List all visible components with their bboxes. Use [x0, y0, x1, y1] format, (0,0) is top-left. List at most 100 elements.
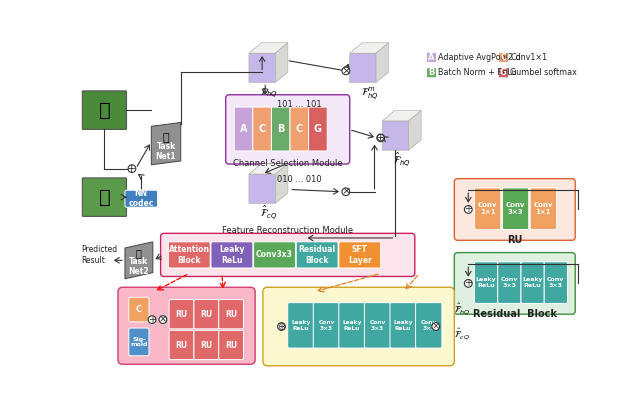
FancyBboxPatch shape	[358, 46, 385, 76]
Text: Conv
1×1: Conv 1×1	[478, 202, 497, 215]
FancyBboxPatch shape	[260, 44, 287, 73]
Text: Feature Reconstruction Module: Feature Reconstruction Module	[222, 226, 353, 235]
Text: RU: RU	[200, 340, 212, 349]
Circle shape	[128, 165, 136, 173]
Text: Leaky
ReLu: Leaky ReLu	[394, 320, 413, 331]
FancyBboxPatch shape	[260, 165, 287, 194]
FancyBboxPatch shape	[253, 50, 280, 79]
Text: B: B	[277, 124, 284, 134]
Text: Task
Net2: Task Net2	[129, 257, 149, 276]
Text: C: C	[259, 124, 266, 134]
Text: Batch Norm + ReLu: Batch Norm + ReLu	[438, 68, 517, 77]
Text: 🔒: 🔒	[136, 248, 142, 259]
Circle shape	[159, 316, 167, 323]
Text: Residual
Block: Residual Block	[299, 245, 336, 265]
FancyBboxPatch shape	[389, 115, 415, 144]
Text: RU: RU	[175, 310, 188, 319]
Polygon shape	[408, 111, 421, 150]
Text: Conv
3×3: Conv 3×3	[547, 277, 564, 288]
Text: $\hat{\mathcal{F}}_{hQ}$: $\hat{\mathcal{F}}_{hQ}$	[454, 301, 470, 316]
FancyBboxPatch shape	[387, 118, 413, 147]
FancyBboxPatch shape	[364, 302, 391, 348]
FancyBboxPatch shape	[118, 287, 255, 364]
Polygon shape	[275, 43, 288, 83]
Text: +: +	[127, 164, 136, 174]
Text: 🐐: 🐐	[99, 188, 110, 207]
FancyBboxPatch shape	[271, 107, 290, 151]
Text: Adaptive AvgPool2 d: Adaptive AvgPool2 d	[438, 53, 521, 62]
FancyBboxPatch shape	[498, 262, 521, 303]
FancyBboxPatch shape	[544, 262, 568, 303]
FancyBboxPatch shape	[257, 167, 284, 196]
FancyBboxPatch shape	[474, 262, 498, 303]
FancyBboxPatch shape	[426, 68, 436, 78]
Text: Conv1×1: Conv1×1	[510, 53, 547, 62]
FancyBboxPatch shape	[255, 48, 281, 78]
FancyBboxPatch shape	[356, 47, 383, 77]
FancyBboxPatch shape	[288, 302, 314, 348]
FancyBboxPatch shape	[290, 107, 308, 151]
FancyBboxPatch shape	[252, 172, 278, 201]
FancyBboxPatch shape	[129, 297, 149, 322]
Circle shape	[465, 206, 472, 213]
Polygon shape	[249, 164, 288, 174]
Circle shape	[342, 67, 349, 75]
FancyBboxPatch shape	[353, 51, 379, 80]
FancyBboxPatch shape	[253, 171, 280, 200]
Text: Conv
1×1: Conv 1×1	[534, 202, 553, 215]
Text: Leaky
ReLu: Leaky ReLu	[291, 320, 310, 331]
FancyBboxPatch shape	[390, 302, 417, 348]
FancyBboxPatch shape	[531, 188, 557, 229]
Text: Conv3x3: Conv3x3	[256, 250, 293, 259]
Polygon shape	[376, 43, 388, 83]
Circle shape	[278, 323, 285, 330]
Text: Conv
3×3: Conv 3×3	[369, 320, 386, 331]
Text: ×: ×	[341, 66, 351, 76]
FancyBboxPatch shape	[454, 179, 575, 240]
Text: 101 ... 101: 101 ... 101	[277, 100, 322, 109]
Text: Gumbel softmax: Gumbel softmax	[510, 68, 577, 77]
FancyBboxPatch shape	[219, 300, 244, 329]
Text: +: +	[464, 278, 472, 289]
FancyBboxPatch shape	[250, 173, 276, 202]
FancyBboxPatch shape	[382, 121, 408, 150]
FancyBboxPatch shape	[249, 174, 275, 203]
Text: Conv
3×3: Conv 3×3	[506, 202, 525, 215]
FancyBboxPatch shape	[355, 48, 381, 78]
Text: $\hat{\mathcal{F}}_{cQ}$: $\hat{\mathcal{F}}_{cQ}$	[454, 326, 470, 342]
Text: ⊕: ⊕	[376, 133, 385, 143]
FancyBboxPatch shape	[308, 107, 327, 151]
FancyBboxPatch shape	[354, 50, 380, 79]
Text: 010 ... 010: 010 ... 010	[277, 175, 322, 184]
Text: Task
Net1: Task Net1	[156, 142, 177, 162]
FancyBboxPatch shape	[234, 107, 253, 151]
FancyBboxPatch shape	[383, 120, 410, 149]
FancyBboxPatch shape	[474, 188, 501, 229]
FancyBboxPatch shape	[256, 47, 282, 77]
Circle shape	[465, 279, 472, 287]
Text: Conv
3×3: Conv 3×3	[500, 277, 518, 288]
Polygon shape	[349, 43, 388, 53]
FancyBboxPatch shape	[161, 233, 415, 277]
Text: Conv
3×3: Conv 3×3	[420, 320, 437, 331]
FancyBboxPatch shape	[259, 166, 285, 195]
FancyBboxPatch shape	[255, 169, 281, 199]
Text: $\hat{\mathcal{F}}_{cQ}$: $\hat{\mathcal{F}}_{cQ}$	[260, 204, 278, 222]
FancyBboxPatch shape	[169, 300, 194, 329]
FancyBboxPatch shape	[388, 116, 414, 145]
FancyBboxPatch shape	[256, 168, 282, 198]
Text: 🐐: 🐐	[99, 101, 110, 120]
Circle shape	[342, 188, 349, 196]
FancyBboxPatch shape	[339, 302, 365, 348]
Text: Residual  Block: Residual Block	[473, 309, 557, 319]
Text: Sig-
moid: Sig- moid	[130, 337, 148, 347]
Text: C: C	[296, 124, 303, 134]
FancyBboxPatch shape	[253, 107, 271, 151]
Polygon shape	[275, 164, 288, 203]
Text: Predicted
Result: Predicted Result	[81, 245, 118, 265]
FancyBboxPatch shape	[211, 242, 253, 268]
Text: RU: RU	[200, 310, 212, 319]
Text: B: B	[428, 68, 435, 77]
FancyBboxPatch shape	[390, 114, 417, 143]
FancyBboxPatch shape	[521, 262, 544, 303]
